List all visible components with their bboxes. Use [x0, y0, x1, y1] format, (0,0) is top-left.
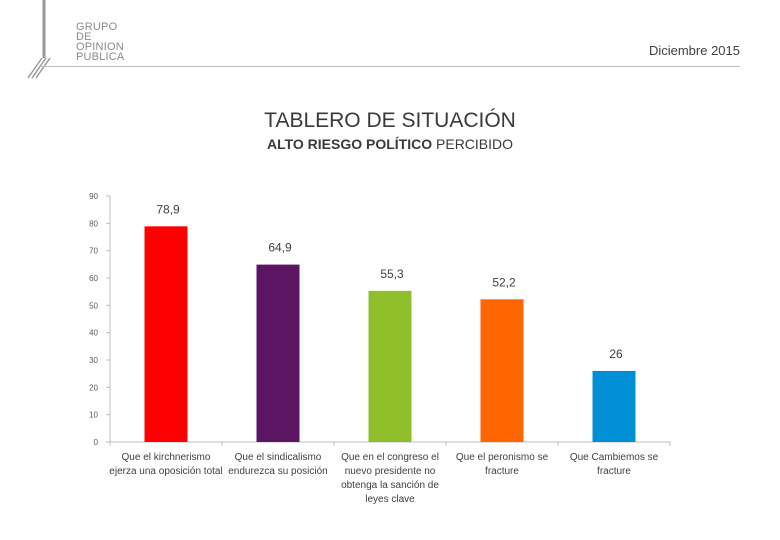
chart-subtitle-bold: ALTO RIESGO POLÍTICO	[266, 136, 433, 152]
category-label: Que Cambiemos se fracture	[569, 452, 659, 477]
logo-line-1: GRUPO	[76, 21, 118, 33]
data-label: 55,3	[380, 267, 404, 281]
y-tick-label: 30	[89, 356, 98, 365]
bar	[256, 264, 300, 442]
logo-line-3: OPINION	[76, 41, 124, 53]
category-label: Que en el congreso el nuevo presidente n…	[341, 452, 439, 505]
chart-subtitle-rest: PERCIBIDO	[432, 136, 514, 152]
y-tick-label: 90	[89, 192, 98, 201]
y-tick-label: 50	[89, 301, 98, 310]
data-label: 52,2	[492, 275, 516, 289]
category-label: Que el sindicalismo endurezca su posició…	[228, 452, 328, 477]
logo-line-2: DE	[76, 31, 92, 43]
y-tick-label: 60	[89, 274, 98, 283]
bar	[144, 226, 188, 442]
bar	[480, 299, 524, 442]
category-label: Que el peronismo se fracture	[455, 452, 549, 477]
header-divider	[40, 66, 740, 67]
logo-text: GRUPO DE OPINION PUBLICA	[76, 21, 125, 63]
y-tick-label: 80	[89, 219, 98, 228]
logo-line-4: PUBLICA	[76, 51, 125, 63]
category-label: Que el kirchnerismo ejerza una oposición…	[109, 452, 223, 477]
report-date: Diciembre 2015	[648, 43, 740, 58]
data-label: 78,9	[156, 202, 180, 216]
logo: GRUPO DE OPINION PUBLICA	[26, 0, 124, 82]
chart-title: TABLERO DE SITUACIÓN	[264, 109, 516, 132]
bar	[592, 370, 636, 442]
y-tick-label: 40	[89, 329, 98, 338]
bar	[368, 290, 412, 442]
data-label: 26	[609, 347, 623, 361]
data-label: 64,9	[268, 241, 292, 255]
chart-subtitle: ALTO RIESGO POLÍTICO PERCIBIDO	[0, 136, 780, 152]
logo-mark	[27, 0, 51, 79]
y-tick-label: 10	[89, 411, 98, 420]
y-tick-label: 20	[89, 383, 98, 392]
y-tick-label: 0	[94, 438, 99, 447]
y-tick-label: 70	[89, 247, 98, 256]
